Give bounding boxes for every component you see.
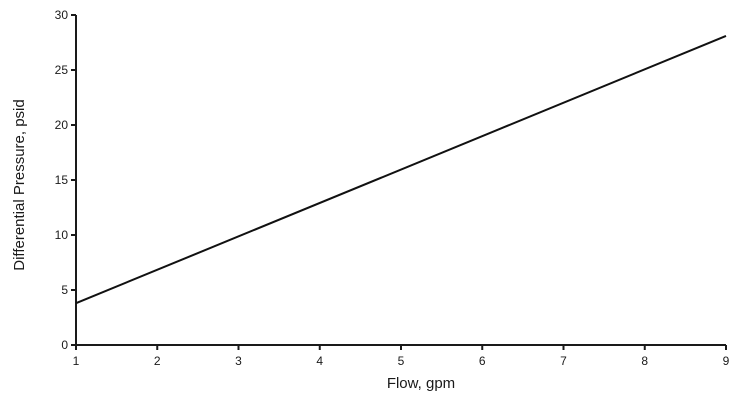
y-axis-label: Differential Pressure, psid xyxy=(11,99,28,270)
x-tick-label: 3 xyxy=(235,354,242,368)
x-tick-label: 9 xyxy=(723,354,729,368)
y-tick-label: 25 xyxy=(55,63,69,77)
y-tick-label: 5 xyxy=(61,283,68,297)
x-tick-label: 5 xyxy=(398,354,405,368)
y-tick-label: 10 xyxy=(55,228,69,242)
y-tick-label: 30 xyxy=(55,8,69,22)
x-tick-label: 4 xyxy=(316,354,323,368)
y-tick-label: 0 xyxy=(61,338,68,352)
y-tick-label: 20 xyxy=(55,118,69,132)
x-tick-label: 8 xyxy=(641,354,648,368)
x-tick-label: 2 xyxy=(154,354,161,368)
x-ticks: 1 2 3 4 5 6 7 8 9 xyxy=(73,345,729,368)
x-axis-label: Flow, gpm xyxy=(387,375,455,392)
series-group xyxy=(75,34,727,305)
x-tick-label: 1 xyxy=(73,354,80,368)
y-ticks: 0 5 10 15 20 25 30 xyxy=(55,8,76,352)
series-line-0 xyxy=(75,34,727,305)
axes xyxy=(75,15,726,346)
y-tick-label: 15 xyxy=(55,173,69,187)
x-tick-label: 6 xyxy=(479,354,486,368)
x-tick-label: 7 xyxy=(560,354,567,368)
